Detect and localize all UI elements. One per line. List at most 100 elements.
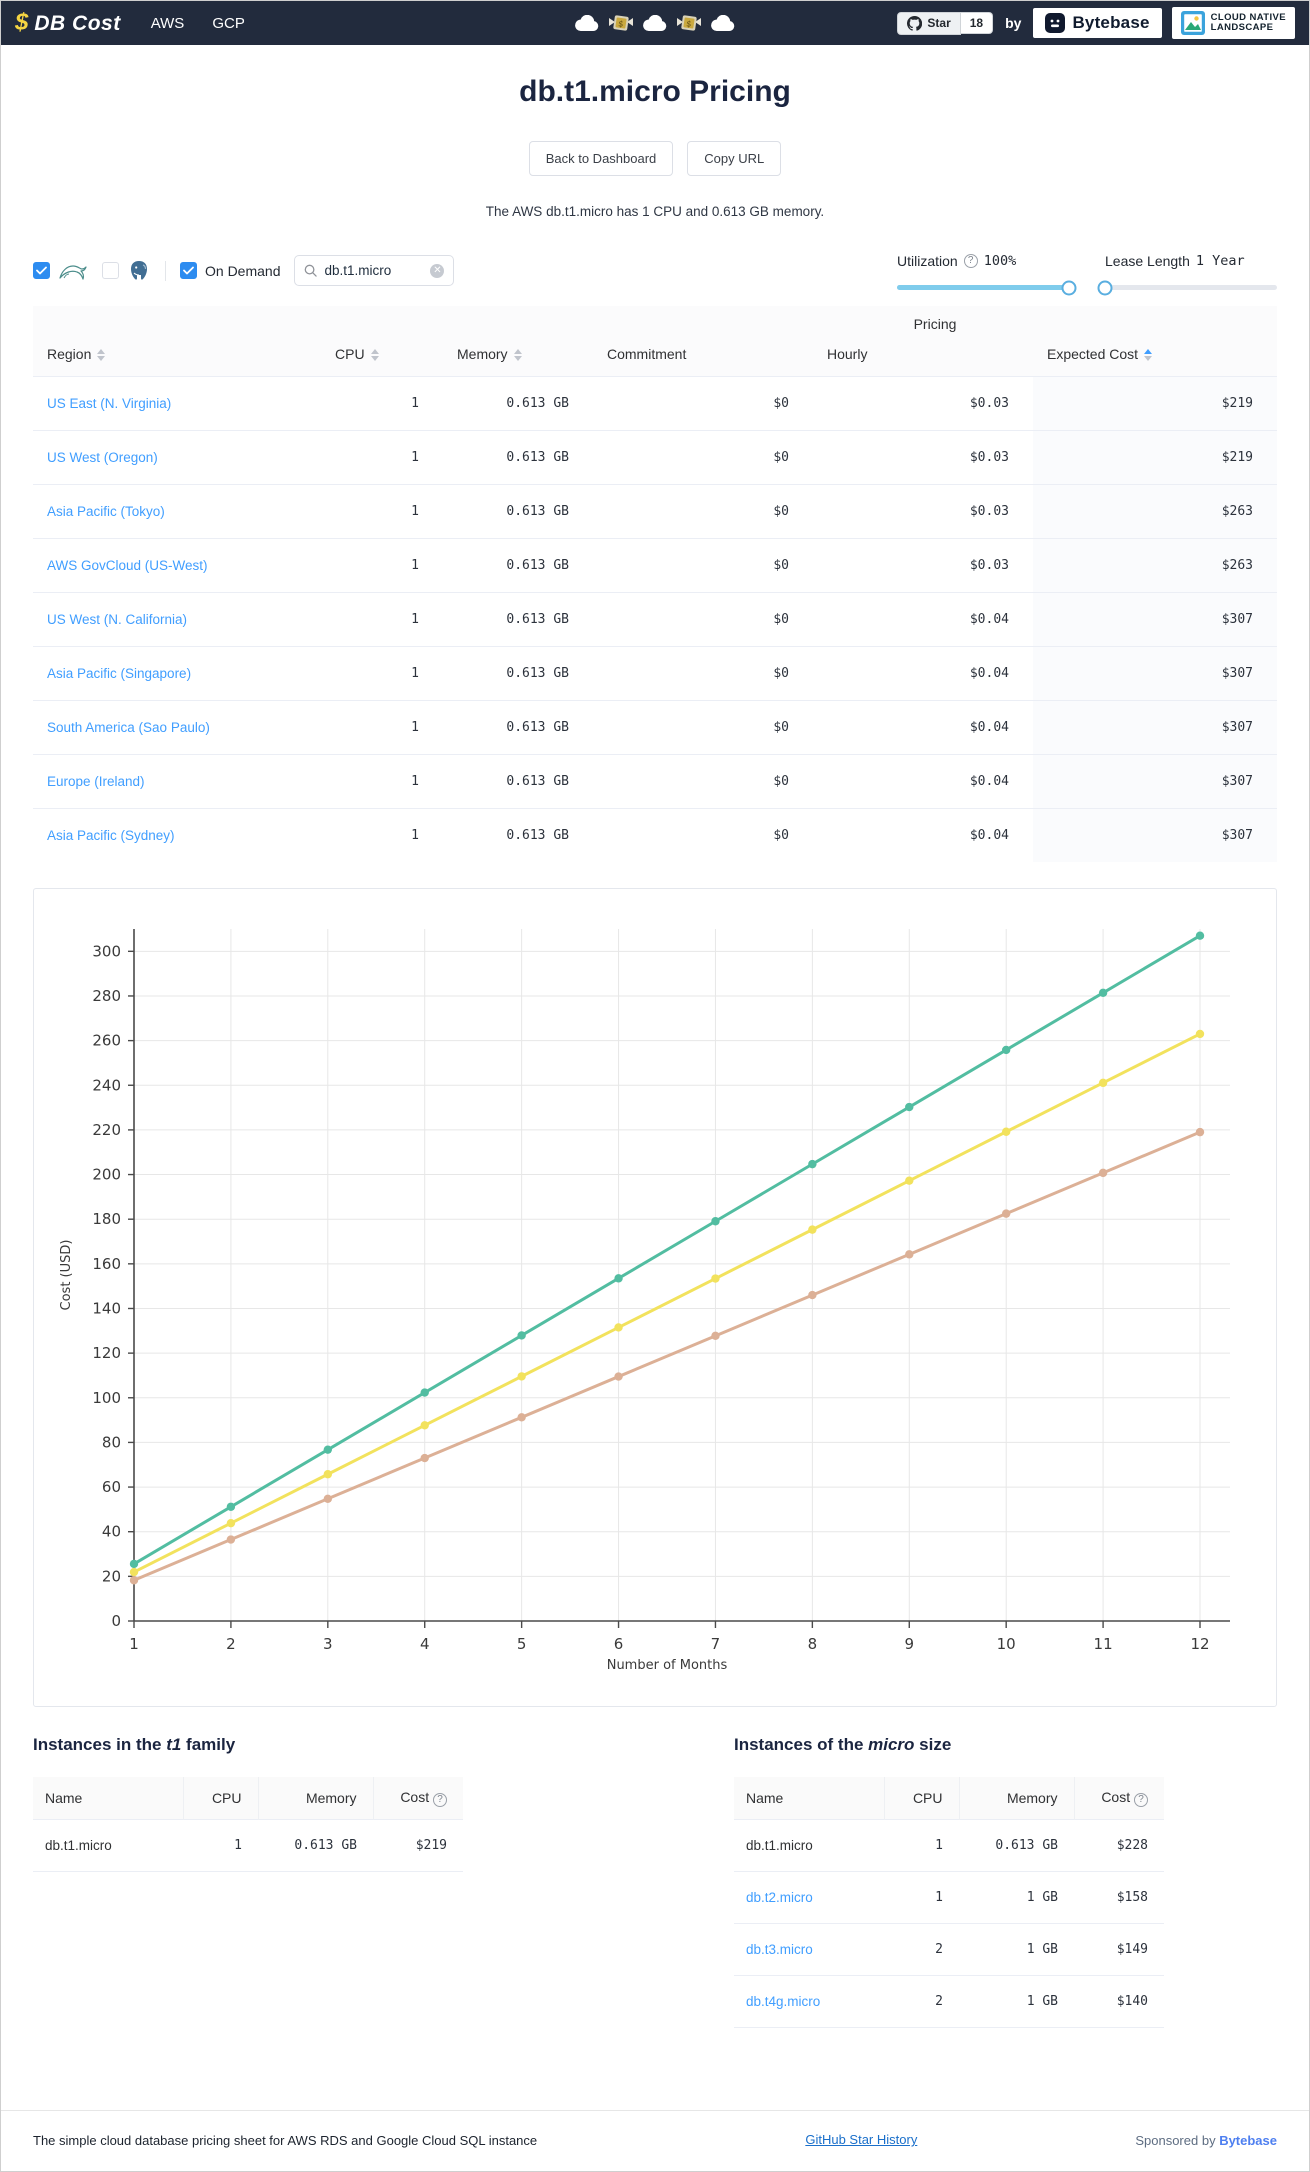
region-link[interactable]: Asia Pacific (Sydney) xyxy=(47,828,175,843)
instance-link[interactable]: db.t3.micro xyxy=(746,1942,813,1957)
svg-text:$: $ xyxy=(618,19,624,29)
cloud-icon xyxy=(575,14,599,32)
cpu-value: 1 xyxy=(321,376,443,431)
table-row: Europe (Ireland) 1 0.613 GB $0 $0.04 $30… xyxy=(33,754,1277,809)
cpu-value: 1 xyxy=(321,646,443,701)
expected-cost-value: $307 xyxy=(1033,646,1277,701)
lease-length-slider[interactable] xyxy=(1097,280,1277,295)
commitment-value: $0 xyxy=(593,754,813,809)
commitment-value: $0 xyxy=(593,700,813,755)
region-link[interactable]: US West (Oregon) xyxy=(47,450,158,465)
landscape-mark-icon xyxy=(1180,11,1205,35)
postgresql-elephant-icon xyxy=(127,259,151,283)
column-header-region[interactable]: Region xyxy=(33,334,321,377)
region-link[interactable]: Asia Pacific (Tokyo) xyxy=(47,504,165,519)
expected-cost-value: $263 xyxy=(1033,484,1277,539)
size-table-column: Instances of the micro size Name CPU Mem… xyxy=(734,1735,1164,2028)
cloud-native-landscape-logo[interactable]: CLOUD NATIVE LANDSCAPE xyxy=(1171,7,1295,39)
svg-text:100: 100 xyxy=(92,1389,121,1407)
github-star-button[interactable]: Star xyxy=(897,11,961,35)
action-buttons-row: Back to Dashboard Copy URL xyxy=(33,141,1277,176)
utilization-help-icon[interactable]: ? xyxy=(963,254,978,268)
search-input[interactable] xyxy=(324,263,424,278)
search-icon xyxy=(304,264,318,277)
github-star-count[interactable]: 18 xyxy=(960,12,994,34)
lease-length-label: Lease Length xyxy=(1105,253,1190,269)
column-header-memory[interactable]: Memory xyxy=(443,334,593,377)
divider xyxy=(165,260,166,281)
on-demand-checkbox[interactable]: On Demand xyxy=(180,262,280,279)
svg-text:40: 40 xyxy=(102,1523,121,1541)
hourly-value: $0.03 xyxy=(813,484,1033,539)
memory-value: 0.613 GB xyxy=(443,592,593,647)
clear-search-icon[interactable]: ✕ xyxy=(430,263,445,278)
svg-text:8: 8 xyxy=(808,1635,818,1653)
memory-value: 0.613 GB xyxy=(959,1819,1074,1872)
svg-text:200: 200 xyxy=(92,1166,121,1184)
hourly-value: $0.03 xyxy=(813,430,1033,485)
instance-name: db.t1.micro xyxy=(734,1819,884,1872)
region-link[interactable]: US East (N. Virginia) xyxy=(47,396,172,411)
column-header-cpu[interactable]: CPU xyxy=(321,334,443,377)
postgres-checkbox[interactable] xyxy=(102,259,151,283)
column-header-expected-cost[interactable]: Expected Cost xyxy=(1033,334,1277,377)
region-link[interactable]: South America (Sao Paulo) xyxy=(47,720,210,735)
dollar-logo-icon: $ xyxy=(15,8,29,36)
cpu-value: 1 xyxy=(884,1871,959,1924)
region-link[interactable]: Asia Pacific (Singapore) xyxy=(47,666,192,681)
expected-cost-value: $219 xyxy=(1033,430,1277,485)
region-link[interactable]: US West (N. California) xyxy=(47,612,188,627)
svg-text:80: 80 xyxy=(102,1433,121,1451)
sponsored-by: Sponsored by Bytebase xyxy=(1135,2132,1277,2148)
table-row: US East (N. Virginia) 1 0.613 GB $0 $0.0… xyxy=(33,376,1277,431)
nav-aws[interactable]: AWS xyxy=(150,14,185,32)
region-link[interactable]: AWS GovCloud (US-West) xyxy=(47,558,208,573)
page-title: db.t1.micro Pricing xyxy=(519,75,791,108)
dbcost-logo[interactable]: $ DB Cost xyxy=(15,8,121,36)
back-to-dashboard-button[interactable]: Back to Dashboard xyxy=(528,141,674,176)
cost-help-icon[interactable]: ? xyxy=(1134,1793,1148,1807)
top-nav: AWS GCP xyxy=(151,15,245,32)
size-table-heading: Instances of the micro size xyxy=(734,1735,952,1754)
sort-icon-active-asc xyxy=(1144,349,1153,362)
hourly-value: $0.04 xyxy=(813,592,1033,647)
cost-line-chart: 0 20 40 60 80 100 120 140 160 180 200 220 240 260 280 3… xyxy=(33,888,1277,1707)
svg-text:1: 1 xyxy=(129,1635,139,1653)
instance-link[interactable]: db.t4g.micro xyxy=(746,1994,821,2009)
filter-left-group: On Demand ✕ xyxy=(33,255,455,292)
svg-text:11: 11 xyxy=(1094,1635,1113,1653)
bytebase-logo[interactable]: Bytebase xyxy=(1033,8,1162,38)
sponsor-bytebase-link[interactable]: Bytebase xyxy=(1219,2132,1277,2148)
copy-url-button[interactable]: Copy URL xyxy=(687,141,782,176)
expected-cost-value: $307 xyxy=(1033,592,1277,647)
utilization-slider-handle[interactable] xyxy=(1061,280,1077,295)
hourly-value: $0.03 xyxy=(813,376,1033,431)
table-row: db.t1.micro 1 0.613 GB $228 xyxy=(734,1819,1164,1872)
utilization-slider[interactable] xyxy=(897,280,1077,295)
commitment-value: $0 xyxy=(593,430,813,485)
memory-value: 0.613 GB xyxy=(443,646,593,701)
mysql-checkbox[interactable] xyxy=(33,261,88,281)
commitment-value: $0 xyxy=(593,484,813,539)
github-star-history-link[interactable]: GitHub Star History xyxy=(805,2132,918,2147)
instance-link[interactable]: db.t2.micro xyxy=(746,1890,813,1905)
column-header-name: Name xyxy=(734,1777,885,1820)
expected-cost-value: $219 xyxy=(1033,376,1277,431)
utilization-label: Utilization xyxy=(897,253,958,269)
cpu-value: 1 xyxy=(321,754,443,809)
sort-icon xyxy=(97,349,106,362)
filter-right-group: Utilization ? 100% Lease Length 1 Year xyxy=(897,253,1277,295)
column-header-memory: Memory xyxy=(959,1777,1075,1820)
region-link[interactable]: Europe (Ireland) xyxy=(47,774,145,789)
github-star-label: Star xyxy=(927,16,951,30)
related-instances-section: Instances in the t1 family Name CPU Memo… xyxy=(33,1735,1277,2028)
column-header-cost: Cost ? xyxy=(1074,1777,1164,1820)
lease-slider-handle[interactable] xyxy=(1097,280,1113,295)
table-row: Asia Pacific (Singapore) 1 0.613 GB $0 $… xyxy=(33,646,1277,701)
topbar-right-cluster: Star 18 by Bytebase CLOUD NATIVE LANDSCA… xyxy=(897,7,1295,39)
nav-gcp[interactable]: GCP xyxy=(212,14,245,32)
utilization-value: 100% xyxy=(983,253,1017,269)
memory-value: 1 GB xyxy=(959,1871,1074,1924)
table-row: db.t2.micro 1 1 GB $158 xyxy=(734,1871,1164,1924)
cost-help-icon[interactable]: ? xyxy=(433,1793,447,1807)
